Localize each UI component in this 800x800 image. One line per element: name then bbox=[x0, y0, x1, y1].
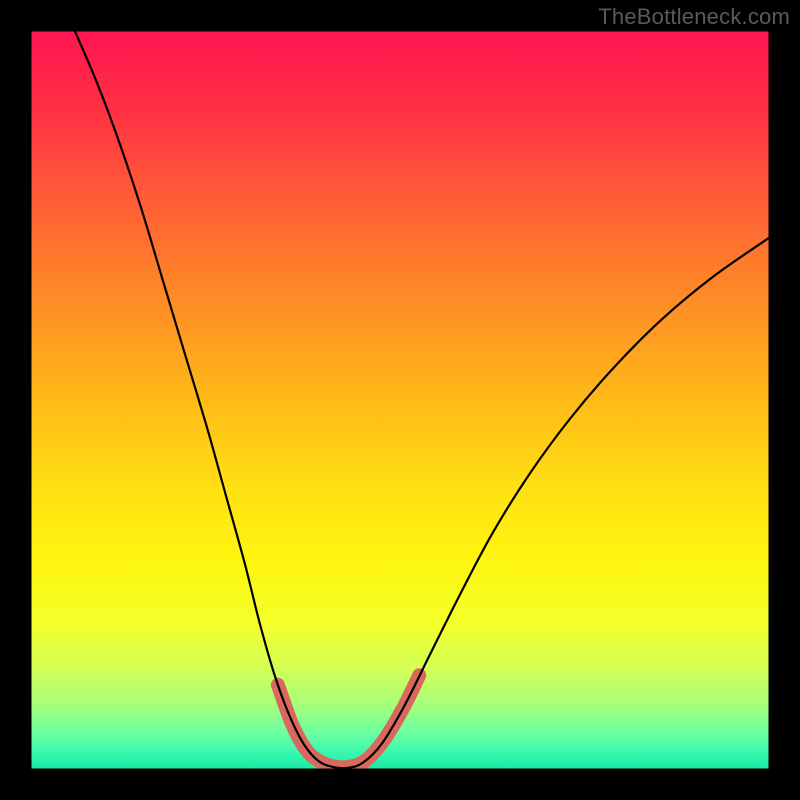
bottleneck-chart bbox=[0, 0, 800, 800]
watermark-label: TheBottleneck.com bbox=[598, 4, 790, 30]
gradient-background bbox=[30, 30, 770, 770]
